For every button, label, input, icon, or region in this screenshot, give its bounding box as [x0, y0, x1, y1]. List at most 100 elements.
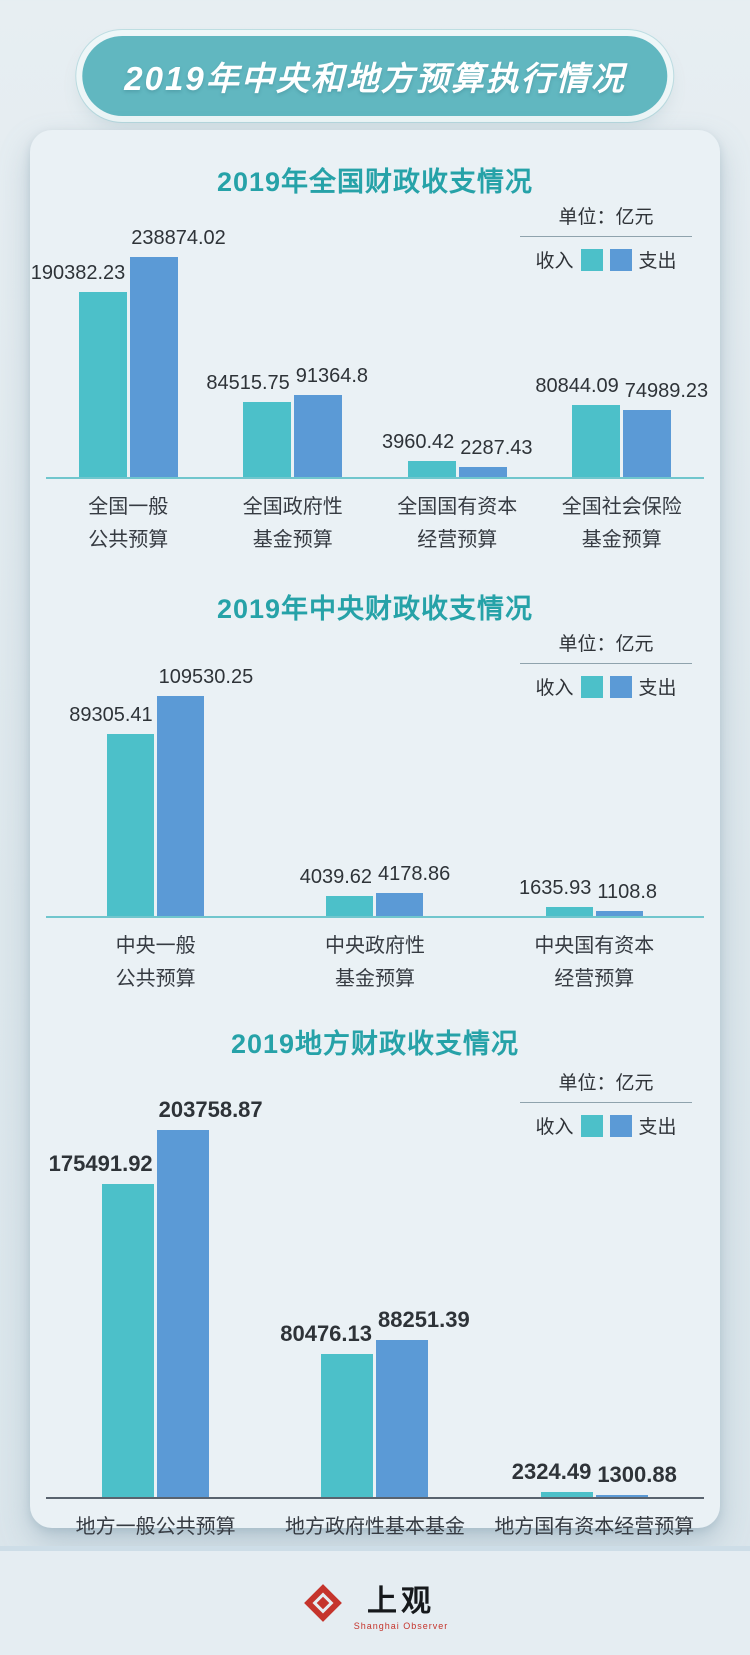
- bar-group: 175491.92 203758.87: [46, 1097, 265, 1497]
- bar-plot: 175491.92 203758.87 80476.13 88251.39 2324.4…: [46, 1097, 704, 1499]
- income-swatch-icon: [580, 248, 603, 271]
- bar-value-label: 89305.41: [69, 704, 153, 726]
- axis-line: [46, 1497, 704, 1499]
- income-bar: [107, 734, 155, 916]
- category-label: 全国一般 公共预算: [88, 496, 169, 551]
- chart-section: 2019年全国财政收支情况 单位：亿元 收入 支出 190382.23 23887…: [30, 130, 720, 557]
- chart-legend: 单位：亿元 收入 支出: [520, 629, 692, 700]
- chart-section: 2019地方财政收支情况 单位：亿元 收入 支出 175491.92 203758…: [30, 996, 720, 1544]
- bar-value-label: 84515.75: [206, 372, 290, 394]
- chart-title: 2019年全国财政收支情况: [216, 167, 534, 197]
- bar-value-label: 4039.62: [299, 866, 372, 888]
- bar-value-label: 1300.88: [597, 1461, 677, 1487]
- expense-bar: [595, 1495, 648, 1497]
- expense-swatch-icon: [609, 1114, 632, 1137]
- legend-row: 收入 支出: [520, 246, 692, 273]
- content-card: 2019年全国财政收支情况 单位：亿元 收入 支出 190382.23 23887…: [30, 130, 720, 1538]
- chart-title: 2019年中央财政收支情况: [216, 594, 534, 624]
- category-label: 全国政府性 基金预算: [242, 496, 343, 551]
- bar-value-label: 109530.25: [158, 666, 254, 688]
- bar-value-label: 238874.02: [131, 227, 226, 249]
- bar-group: 84515.75 91364.8: [206, 245, 376, 477]
- bar-value-label: 3960.42: [381, 431, 455, 453]
- income-swatch-icon: [580, 675, 603, 698]
- bar-group: 2324.49 1300.88: [485, 1127, 704, 1497]
- bar-value-label: 91364.8: [295, 365, 369, 387]
- category-label: 地方政府性基本基金: [284, 1516, 465, 1538]
- unit-label: 单位：亿元: [520, 202, 692, 237]
- category-row: 地方一般公共预算 地方政府性基本基金 地方国有资本经营预算: [46, 1511, 704, 1544]
- bar-value-label: 1635.93: [519, 877, 592, 899]
- category-row: 全国一般 公共预算 全国政府性 基金预算 全国国有资本 经营预算 全国社会保险 基金预算: [46, 491, 704, 557]
- axis-line: [46, 916, 704, 918]
- bar-plot: 190382.23 238874.02 84515.75 91364.8 3960.42…: [31, 227, 709, 479]
- axis-line: [46, 477, 704, 479]
- legend-row: 收入 支出: [520, 673, 692, 700]
- bar-group: 80844.09 74989.23: [535, 245, 709, 477]
- bar-group: 190382.23 238874.02: [31, 227, 226, 477]
- income-swatch-icon: [580, 1114, 603, 1137]
- bar-plot: 89305.41 109530.25 4039.62 4178.86 1635.93 11…: [46, 666, 704, 918]
- expense-bar: [129, 257, 178, 477]
- bar-value-label: 203758.87: [158, 1096, 263, 1122]
- footer: 上观 Shanghai Observer: [0, 1546, 750, 1655]
- bar-group: 1635.93 1108.8: [485, 684, 704, 916]
- legend-income-label: 收入: [535, 251, 574, 272]
- bar-group: 3960.42 2287.43: [375, 245, 540, 477]
- category-label: 全国国有资本 经营预算: [397, 496, 518, 551]
- bar-value-label: 80844.09: [535, 375, 619, 397]
- income-bar: [545, 907, 593, 916]
- income-bar: [572, 405, 621, 477]
- expense-swatch-icon: [609, 675, 632, 698]
- page-title: 2019年中央和地方预算执行情况: [82, 36, 668, 116]
- income-bar: [326, 896, 374, 916]
- category-label: 中央一般 公共预算: [115, 935, 196, 990]
- shanghai-observer-logo-icon: [303, 1584, 342, 1622]
- income-bar: [540, 1492, 593, 1497]
- expense-bar: [294, 395, 343, 477]
- chart-legend: 单位：亿元 收入 支出: [520, 1068, 692, 1139]
- income-bar: [243, 402, 292, 477]
- bar-value-label: 80476.13: [280, 1320, 372, 1346]
- bar-value-label: 88251.39: [377, 1306, 470, 1332]
- logo-text-block: 上观 Shanghai Observer: [354, 1576, 449, 1631]
- legend-income-label: 收入: [535, 1117, 574, 1138]
- bar-group: 80476.13 88251.39: [265, 1127, 484, 1497]
- category-label: 地方国有资本经营预算: [494, 1516, 695, 1538]
- bar-value-label: 4178.86: [377, 863, 451, 885]
- legend-row: 收入 支出: [520, 1112, 692, 1139]
- bar-value-label: 1108.8: [597, 881, 657, 903]
- bar-group: 89305.41 109530.25: [46, 666, 265, 916]
- chart-title: 2019地方财政收支情况: [230, 1029, 520, 1059]
- chart-section: 2019年中央财政收支情况 单位：亿元 收入 支出 89305.41 109530…: [30, 557, 720, 996]
- unit-label: 单位：亿元: [520, 1068, 692, 1103]
- legend-expense-label: 支出: [638, 1117, 677, 1138]
- bar-group: 4039.62 4178.86: [265, 684, 484, 916]
- category-label: 中央政府性 基金预算: [324, 935, 425, 990]
- bar-value-label: 74989.23: [624, 380, 709, 402]
- bar-value-label: 2287.43: [460, 437, 533, 459]
- bar-value-label: 2324.49: [511, 1458, 592, 1484]
- category-label: 地方一般公共预算: [75, 1516, 236, 1538]
- expense-bar: [595, 911, 643, 916]
- expense-bar: [376, 893, 424, 916]
- expense-bar: [157, 1130, 210, 1497]
- logo-text: 上观: [366, 1584, 435, 1618]
- expense-bar: [157, 696, 205, 916]
- expense-bar: [458, 467, 507, 477]
- legend-income-label: 收入: [535, 678, 574, 699]
- category-row: 中央一般 公共预算 中央政府性 基金预算 中央国有资本 经营预算: [46, 930, 704, 996]
- category-label: 中央国有资本 经营预算: [534, 935, 655, 990]
- legend-expense-label: 支出: [638, 251, 677, 272]
- expense-swatch-icon: [609, 248, 632, 271]
- category-label: 全国社会保险 基金预算: [561, 496, 682, 551]
- income-bar: [407, 461, 456, 477]
- income-bar: [78, 292, 127, 477]
- unit-label: 单位：亿元: [520, 629, 692, 664]
- income-bar: [102, 1184, 155, 1497]
- expense-bar: [376, 1340, 429, 1497]
- logo-subtext: Shanghai Observer: [353, 1620, 449, 1631]
- chart-legend: 单位：亿元 收入 支出: [520, 202, 692, 273]
- legend-expense-label: 支出: [638, 678, 677, 699]
- income-bar: [321, 1354, 374, 1497]
